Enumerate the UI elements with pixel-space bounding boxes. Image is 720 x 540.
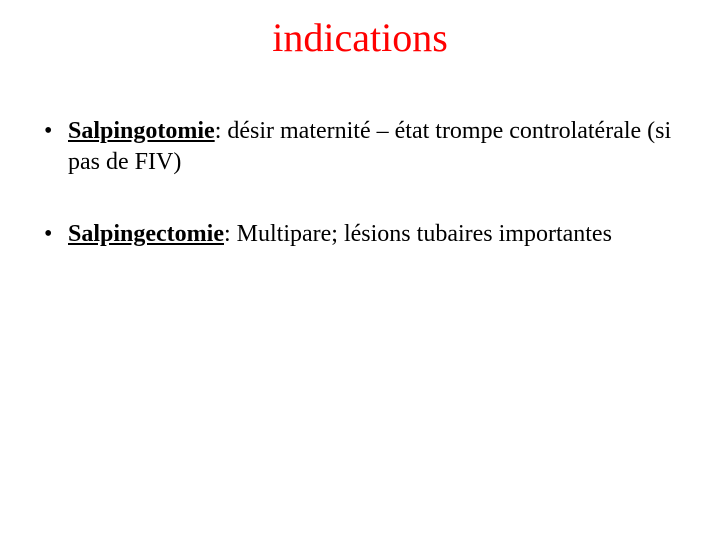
slide: indications Salpingotomie: désir materni… bbox=[0, 0, 720, 540]
term: Salpingotomie bbox=[68, 118, 215, 144]
term: Salpingectomie bbox=[68, 221, 224, 247]
slide-title: indications bbox=[40, 14, 680, 61]
bullet-text: : Multipare; lésions tubaires importante… bbox=[224, 221, 612, 247]
list-item: Salpingectomie: Multipare; lésions tubai… bbox=[40, 219, 680, 250]
bullet-list: Salpingotomie: désir maternité – état tr… bbox=[40, 116, 680, 250]
list-item: Salpingotomie: désir maternité – état tr… bbox=[40, 116, 680, 177]
